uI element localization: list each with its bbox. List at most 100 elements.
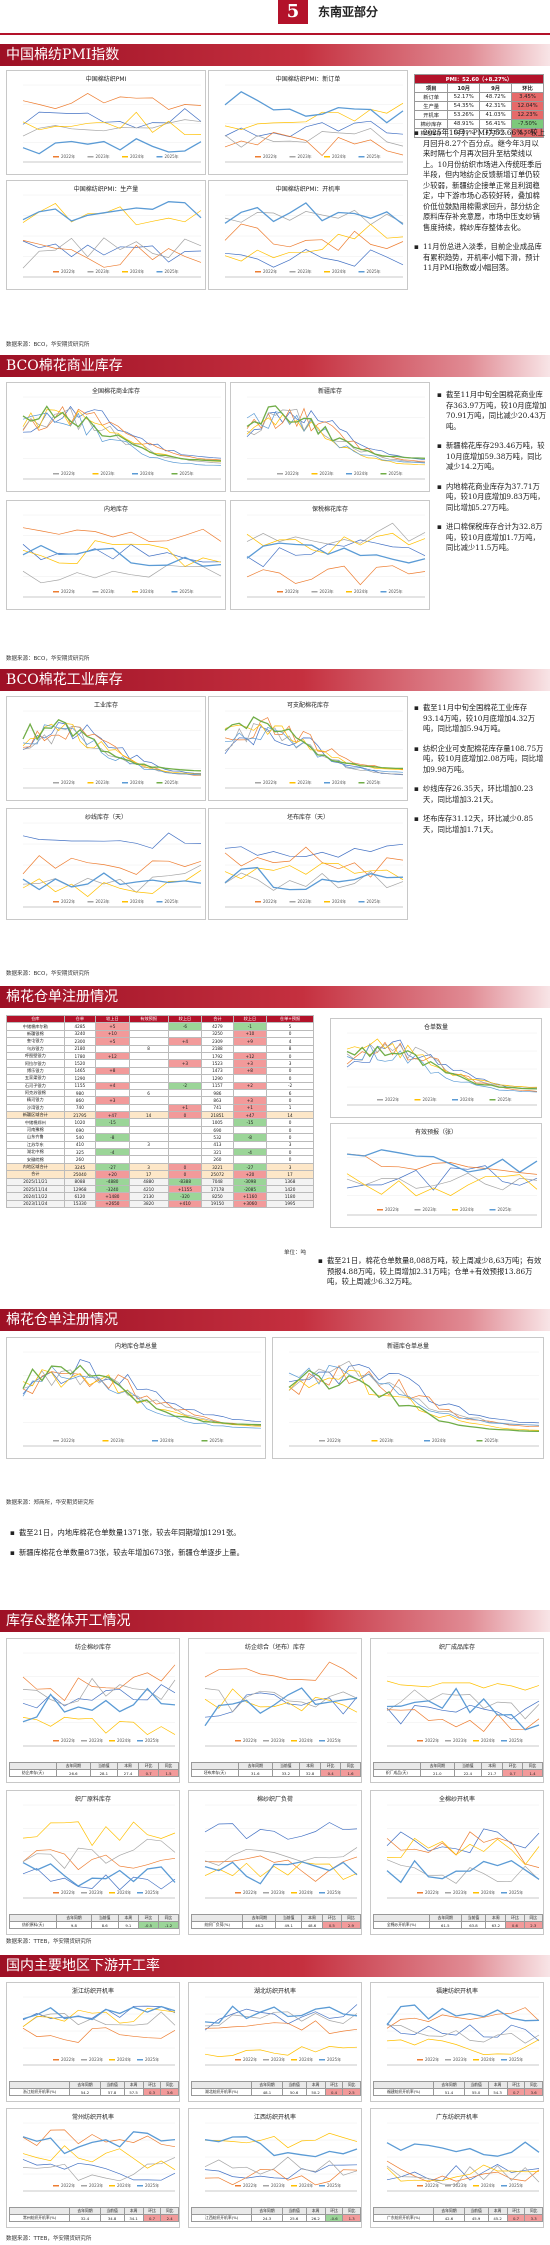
series-line — [346, 1038, 538, 1088]
table-row: 奎屯银力 2300 +5 +4 2309 +9 4 — [6, 1037, 314, 1046]
line-chart: 2022年 2023年 2024年 2025年 — [204, 1804, 358, 1899]
mini-col: 环比 — [506, 2081, 526, 2089]
warrant-cell: 17 — [128, 1170, 169, 1179]
legend-swatch — [319, 2059, 325, 2061]
mini-cell: 42.6 — [433, 2214, 465, 2222]
legend-swatch — [291, 2059, 297, 2061]
legend-label: 2024年 — [481, 1889, 495, 1895]
line-chart: 2022年 2023年 2024年 2025年 — [224, 822, 404, 908]
legend-swatch — [152, 1440, 158, 1442]
line-chart: 2022年 2023年 2024年 2025年 — [22, 1652, 176, 1747]
series-line — [22, 540, 222, 567]
chart-yarn-days: 纱线库存（天） 2022年 2023年 2024年 2025年 — [6, 808, 206, 920]
series-line — [22, 872, 202, 891]
warrant-cell: +10 — [232, 1029, 268, 1039]
mini-col: 本周 — [301, 1914, 323, 1922]
legend-label: 2023年 — [380, 1437, 394, 1443]
series-line — [22, 864, 202, 893]
legend-swatch — [87, 156, 94, 158]
legend-label: 2024年 — [332, 898, 346, 904]
legend-swatch — [319, 1740, 325, 1742]
mini-cell: 34.8 — [99, 2214, 125, 2222]
mini-cell: 2.4 — [160, 2214, 179, 2222]
legend-swatch — [473, 2059, 479, 2061]
warrant-cell: 江苏华东 — [6, 1140, 65, 1150]
mini-col: 同比 — [158, 1762, 179, 1770]
warrant-cell: 5 — [266, 1022, 314, 1031]
warrant-cell: -2 — [167, 1081, 203, 1090]
mini-table: 去年同期 当前值 本周 环比 同比 纺织厂负荷(%) 46.2 49.1 48.6 0.5 2.9 — [190, 1914, 361, 1929]
legend-swatch — [319, 1440, 325, 1442]
warrant-cell: +12 — [95, 1051, 130, 1061]
chart-title: 江西纺织开机率 — [253, 2114, 296, 2121]
mini-cell: 33.2 — [271, 1769, 300, 1777]
warrant-cell — [95, 1059, 130, 1068]
mini-col: 环比 — [142, 2081, 162, 2089]
legend-swatch — [501, 1892, 507, 1894]
series-line — [22, 1687, 176, 1723]
series-line — [386, 2038, 540, 2055]
legend-label: 2022年 — [263, 268, 277, 274]
mini-cell: 纺企库存(天) — [9, 1769, 57, 1777]
band-s5: 棉花仓单注册情况 — [0, 1309, 550, 1331]
legend-label: 2022年 — [61, 153, 75, 159]
band-s3: BCO棉花工业库存 — [0, 669, 550, 691]
warrant-cell: +1 — [167, 1103, 203, 1113]
mini-cell: 46.2 — [242, 1921, 277, 1929]
legend-label: 2025年 — [498, 1206, 512, 1212]
mini-cell: 32.4 — [69, 2214, 101, 2222]
series-line — [386, 1689, 540, 1720]
legend-label: 2023年 — [423, 1206, 437, 1212]
series-line — [22, 237, 202, 269]
warrant-cell: 湖北中棉 — [6, 1148, 65, 1157]
s1-bullets: 2025年10月，PMI为52.66%，较上月回升8.27个百分点。继今年3月以… — [414, 128, 546, 283]
series-line — [22, 725, 202, 776]
legend-swatch — [291, 2185, 297, 2187]
chart-title: 广东纺织开机率 — [435, 2114, 478, 2121]
series-line — [224, 223, 404, 262]
pmi-cell: 开机率 — [413, 110, 449, 120]
bullet-text: 截至21日，内地库棉花仓单数量1371张，较去年同期增加1291张。 — [10, 1528, 540, 1539]
legend-label: 2023年 — [423, 1096, 437, 1102]
line-chart: 2022年 2023年 2024年 2025年 — [22, 194, 202, 278]
legend-label: 2024年 — [130, 779, 144, 785]
mini-table: 去年同期 当前值 本周 环比 同比 常州纺织开机率(%) 32.4 34.8 34.1 0.7 2.… — [8, 2207, 179, 2222]
series-line — [386, 2163, 540, 2182]
warrant-cell: -4880 — [95, 1177, 130, 1187]
legend-label: 2024年 — [299, 1737, 313, 1743]
chart-title: 棉纱织厂负荷 — [256, 1796, 293, 1803]
table-row: 呼图壁银力 1780 +12 1792 +12 0 — [6, 1051, 314, 1061]
warrant-cell: 8088 — [63, 1177, 97, 1187]
warrant-cell: +9 — [232, 1037, 268, 1046]
warrant-cell: 25072 — [201, 1170, 234, 1179]
series-line — [204, 2020, 358, 2034]
legend-label: 2024年 — [140, 470, 154, 476]
seasonal-chart: 2022年 2023年 2024年 2025年 — [224, 710, 404, 789]
series-line — [224, 862, 404, 881]
legend-swatch — [53, 2185, 59, 2187]
warrant-cell: 21795 — [63, 1111, 97, 1120]
warrant-cell: -320 — [167, 1192, 203, 1201]
pmi-cell: 48.72% — [479, 92, 513, 102]
warrant-cell — [95, 1074, 130, 1083]
legend-swatch — [377, 1209, 383, 1211]
mini-col: 去年同期 — [69, 2207, 101, 2215]
mini-cell: 2.3 — [523, 1921, 543, 1929]
table-row: 湖北中棉 325 -4 321 -4 0 — [6, 1148, 314, 1157]
legend-label: 2023年 — [271, 2182, 285, 2188]
warrant-cell — [167, 1140, 203, 1150]
legend-swatch — [324, 782, 330, 784]
mini-cell: 25.6 — [281, 2214, 307, 2222]
chart-title: 坯布库存（天） — [286, 814, 329, 821]
series-line — [22, 564, 222, 584]
warrant-cell: 860 — [63, 1096, 97, 1105]
seasonal-chart: 2022年 2023年 2024年 2025年 — [346, 1032, 538, 1106]
series-line — [386, 1709, 540, 1732]
series-line — [22, 108, 202, 129]
table-row: 2023/11/24 15330 +2650 3820 +410 19150 +3060 19… — [6, 1199, 314, 1209]
legend-swatch — [291, 1892, 297, 1894]
legend-swatch — [277, 591, 283, 593]
mini-cell: 48.6 — [301, 1921, 323, 1929]
legend-label: 2023年 — [89, 1737, 103, 1743]
